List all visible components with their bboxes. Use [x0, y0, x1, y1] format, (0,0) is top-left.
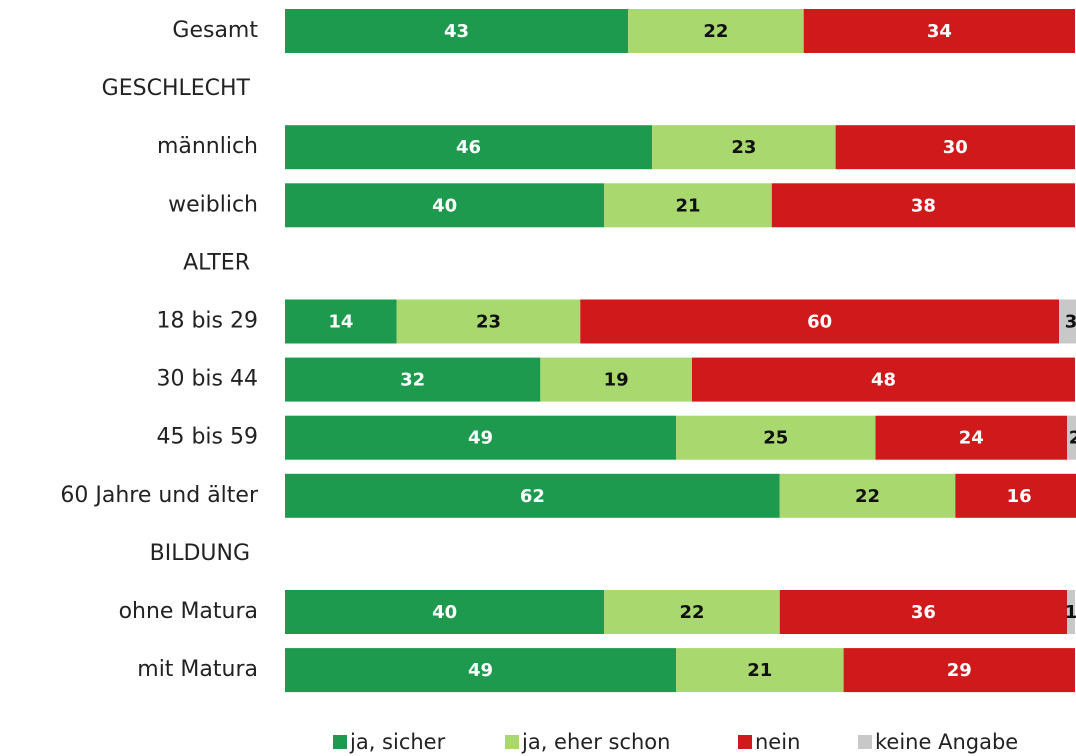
bar-segment — [628, 9, 804, 53]
bar-segment — [604, 590, 780, 634]
data-label: 2 — [1069, 428, 1076, 449]
bar-segment — [691, 357, 1076, 402]
data-label: 24 — [959, 428, 984, 449]
bar-segment — [652, 125, 836, 170]
legend-label: keine Angabe — [875, 730, 1018, 754]
data-label: 25 — [763, 428, 788, 449]
bar-segment — [285, 9, 629, 53]
bar-segment — [779, 590, 1068, 634]
bar-segment — [285, 125, 653, 170]
category-label: 30 bis 44 — [156, 367, 258, 392]
category-label: ohne Matura — [119, 599, 258, 624]
section-label: GESCHLECHT — [102, 76, 251, 101]
bar-segment — [285, 473, 780, 518]
category-label: männlich — [157, 134, 258, 159]
bar-segment — [285, 415, 677, 460]
category-label: mit Matura — [137, 657, 258, 682]
data-label: 22 — [679, 602, 704, 623]
data-label: 22 — [855, 486, 880, 507]
data-label: 34 — [927, 21, 952, 42]
bar-segment — [771, 183, 1076, 228]
data-label: 32 — [400, 370, 425, 391]
category-label: Gesamt — [172, 18, 258, 43]
bar-segment — [676, 415, 876, 460]
data-label: 21 — [747, 660, 772, 681]
data-label: 23 — [476, 312, 501, 333]
data-label: 48 — [871, 370, 896, 391]
data-label: 1 — [1065, 602, 1076, 623]
category-label: 60 Jahre und älter — [60, 483, 259, 508]
data-label: 16 — [1007, 486, 1032, 507]
bar-segment — [843, 648, 1076, 693]
bar-segment — [1067, 590, 1076, 634]
bar-segment — [955, 473, 1076, 518]
data-label: 22 — [703, 21, 728, 42]
bar-segment — [540, 357, 692, 402]
legend-label: ja, eher schon — [521, 730, 670, 754]
legend-label: nein — [755, 730, 800, 754]
data-label: 40 — [432, 195, 457, 216]
data-label: 30 — [943, 137, 968, 158]
data-label: 29 — [947, 660, 972, 681]
category-label: 18 bis 29 — [156, 309, 258, 334]
legend-swatch — [738, 735, 752, 749]
data-label: 23 — [731, 137, 756, 158]
data-label: 3 — [1065, 312, 1076, 333]
bar-segment — [285, 357, 541, 402]
data-label: 19 — [604, 370, 629, 391]
bar-segment — [396, 299, 581, 344]
bar-segment — [604, 183, 772, 228]
legend-label: ja, sicher — [349, 730, 446, 754]
legend-swatch — [505, 735, 519, 749]
data-label: 36 — [911, 602, 936, 623]
bar-segment — [676, 648, 844, 693]
data-label: 60 — [807, 312, 832, 333]
bar-segment — [285, 183, 605, 228]
bar-segment — [1067, 415, 1076, 460]
data-label: 49 — [468, 660, 493, 681]
data-label: 40 — [432, 602, 457, 623]
bar-segment — [835, 125, 1076, 170]
category-label: 45 bis 59 — [156, 425, 258, 450]
bar-segment — [285, 590, 605, 634]
data-label: 38 — [911, 195, 936, 216]
section-label: ALTER — [183, 250, 250, 275]
bar-segment — [1059, 299, 1076, 344]
bar-segment — [803, 9, 1076, 53]
bar-segment — [779, 473, 956, 518]
bar-segment — [285, 648, 677, 693]
data-label: 49 — [468, 428, 493, 449]
legend-swatch — [858, 735, 872, 749]
data-label: 62 — [520, 486, 545, 507]
category-label: weiblich — [168, 192, 258, 217]
bar-segment — [285, 299, 397, 344]
bar-segment — [580, 299, 1060, 344]
data-label: 43 — [444, 21, 469, 42]
legend-swatch — [333, 735, 347, 749]
data-label: 14 — [328, 312, 353, 333]
data-label: 46 — [456, 137, 481, 158]
bar-segment — [875, 415, 1068, 460]
section-label: BILDUNG — [150, 541, 250, 566]
data-label: 21 — [675, 195, 700, 216]
